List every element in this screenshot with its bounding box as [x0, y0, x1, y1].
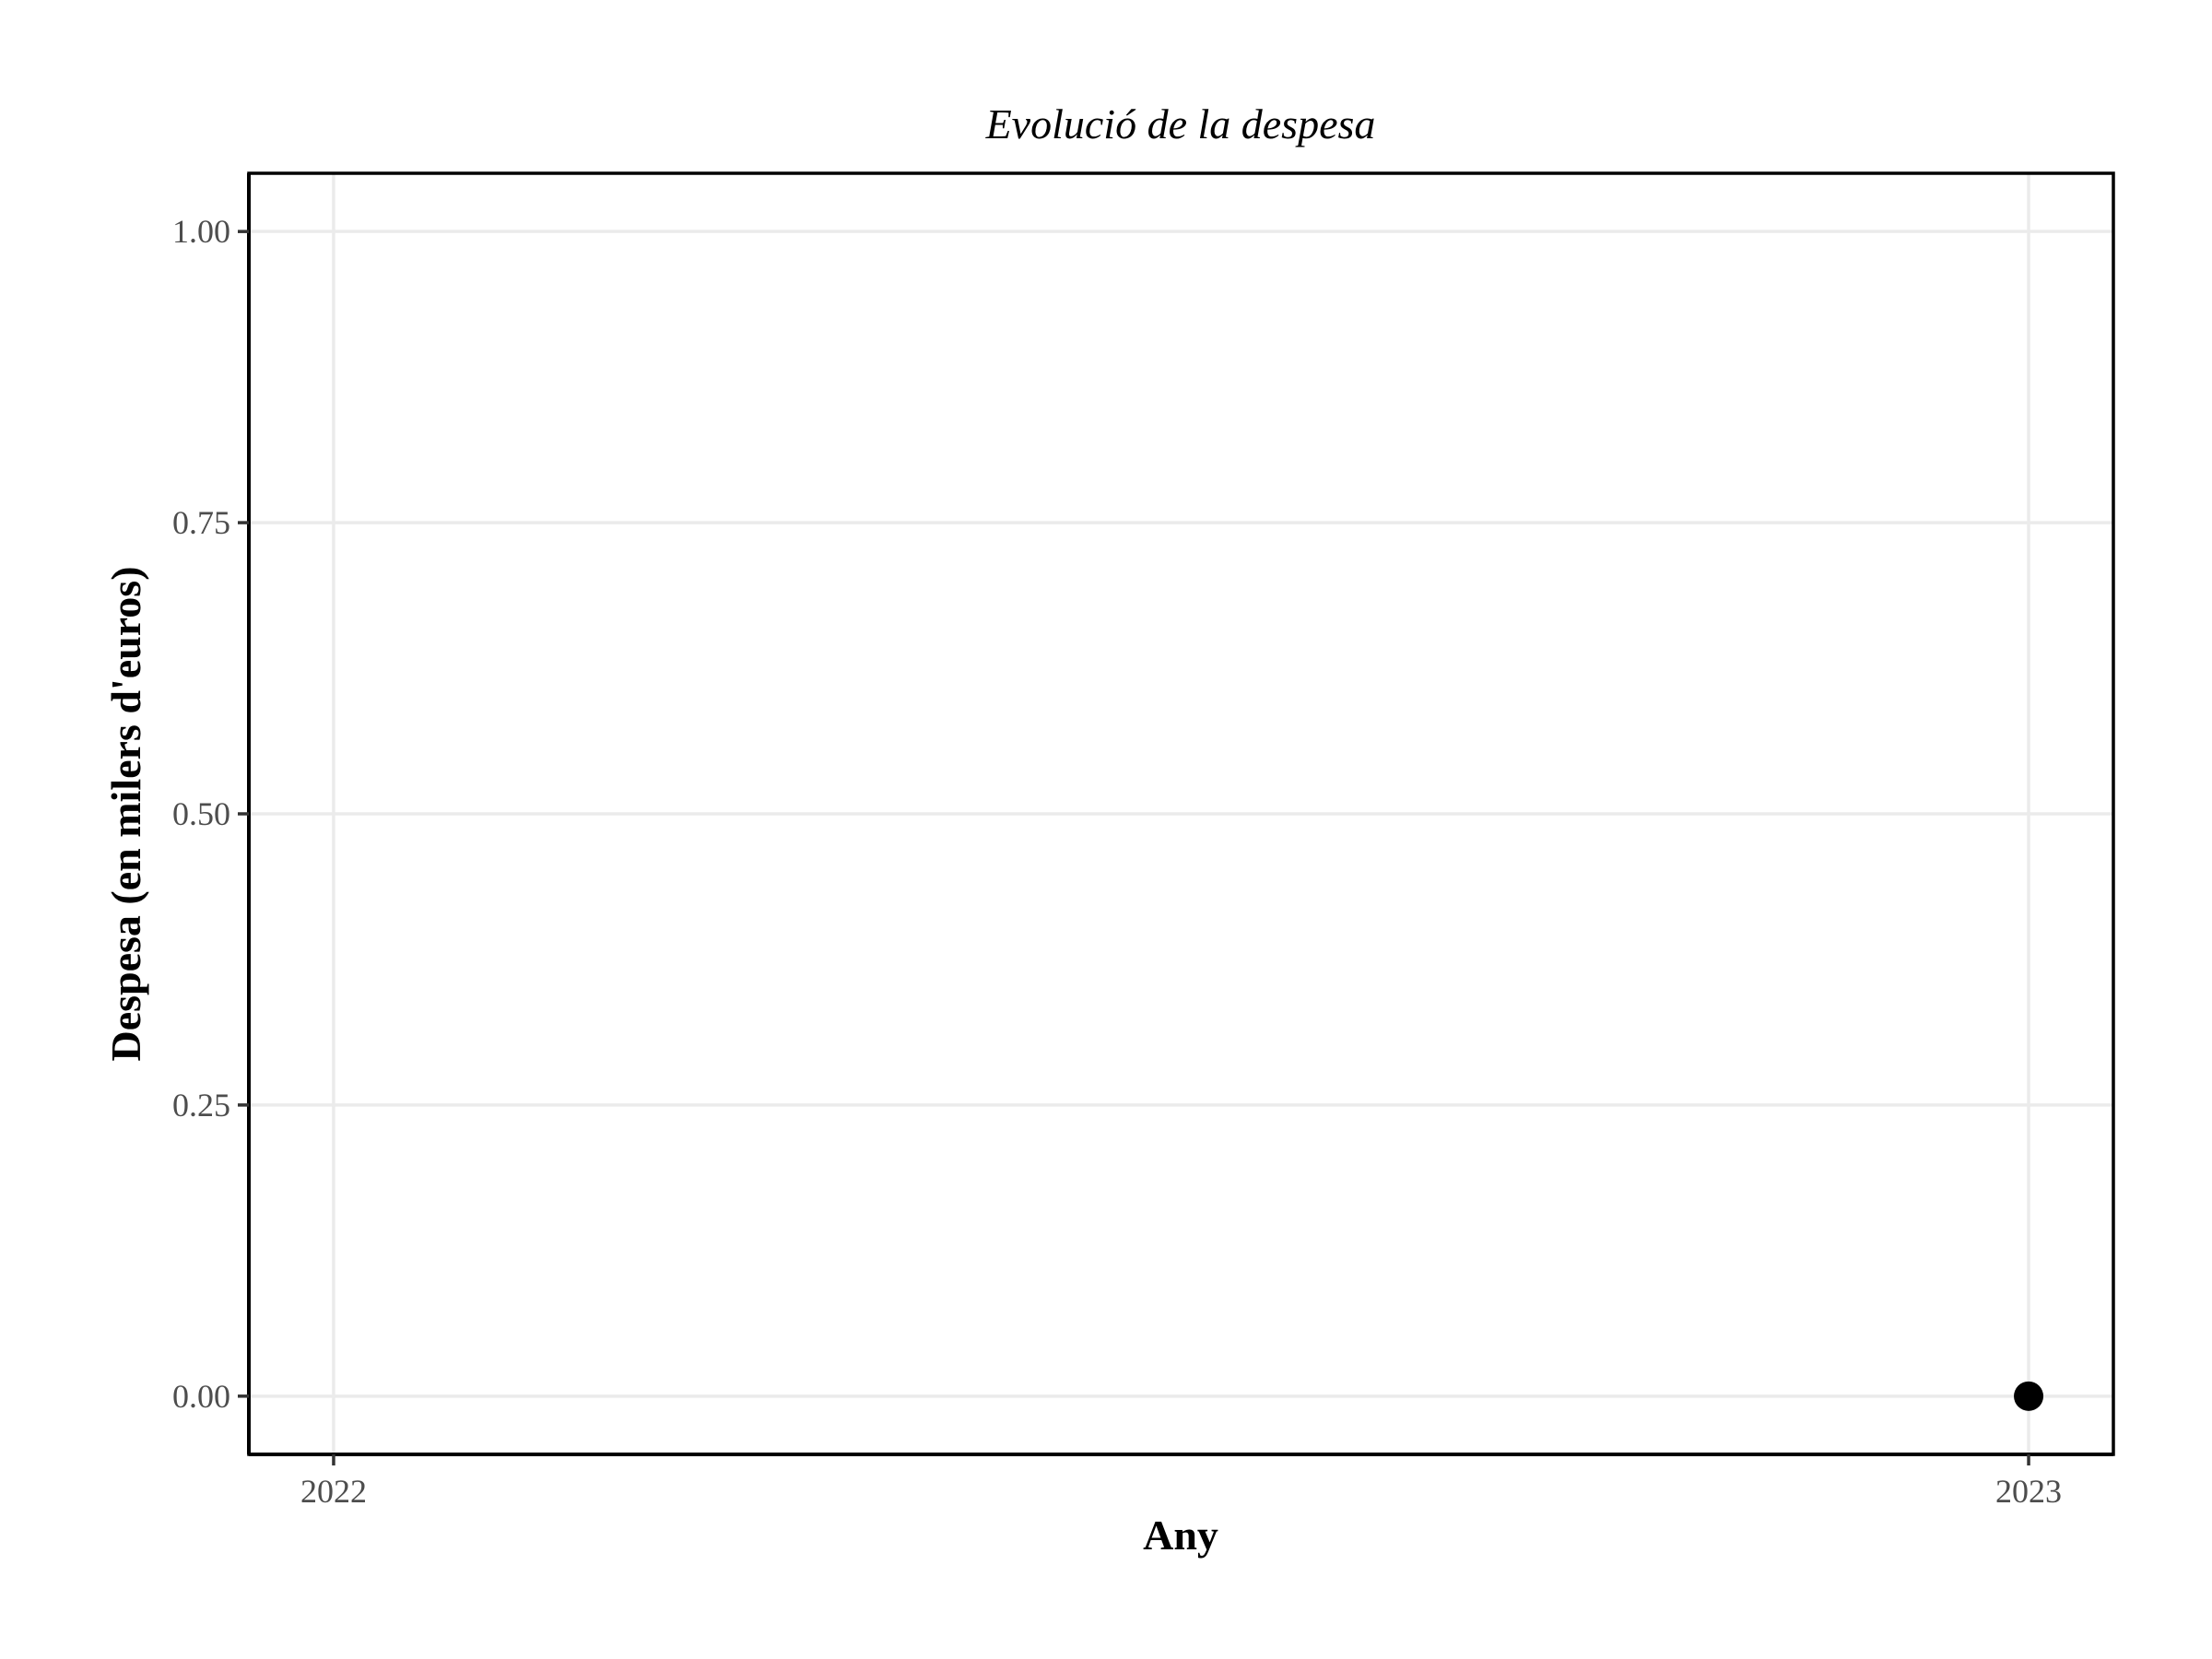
y-tick-label: 0.00 [172, 1378, 230, 1415]
data-points [2014, 1381, 2044, 1411]
y-tick-label: 0.25 [172, 1087, 230, 1124]
x-tick-label: 2022 [300, 1473, 367, 1510]
x-axis-label: Any [1143, 1512, 1218, 1559]
y-tick-label: 1.00 [172, 213, 230, 250]
grid-lines [249, 173, 2113, 1454]
chart-title: Evolució de la despesa [985, 100, 1376, 147]
x-tick-label: 2023 [1995, 1473, 2062, 1510]
y-tick-label: 0.50 [172, 795, 230, 832]
y-tick-label: 0.75 [172, 504, 230, 541]
axis-ticks [238, 229, 2030, 1465]
y-axis-label: Despesa (en milers d'euros) [102, 566, 149, 1061]
data-point [2014, 1381, 2044, 1411]
